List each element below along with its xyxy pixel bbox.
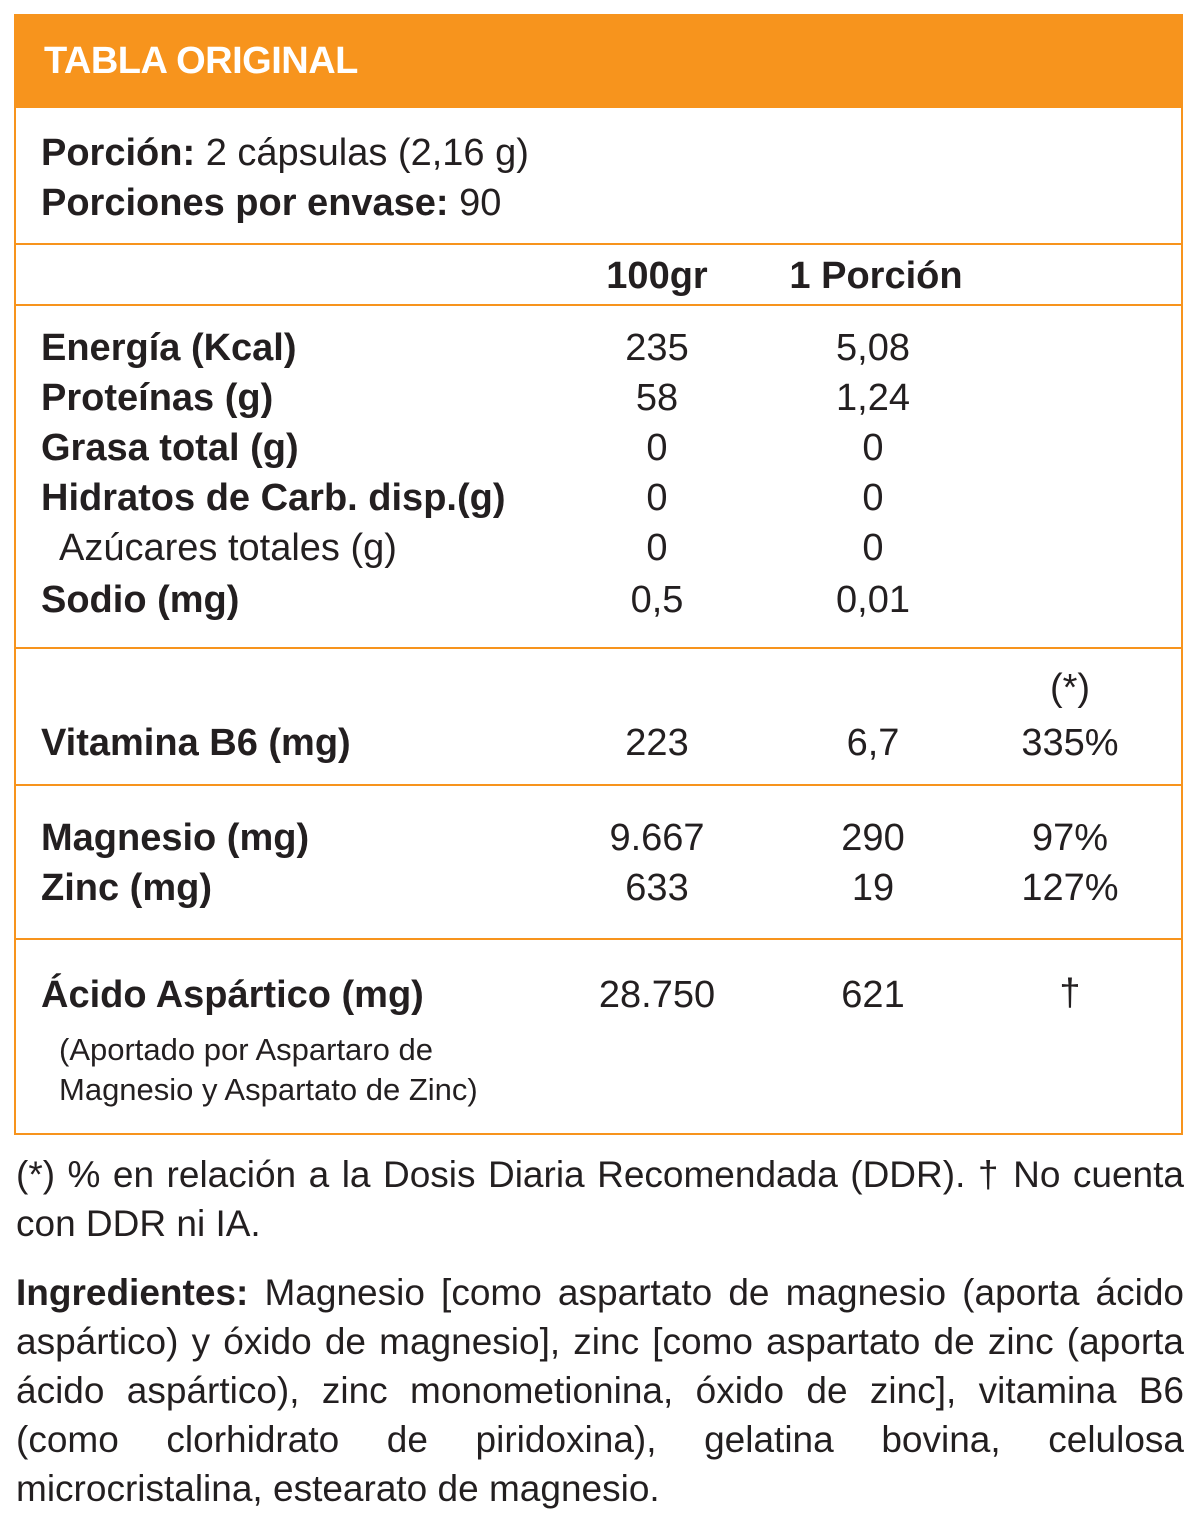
mineral-ddr: 97%	[1031, 817, 1109, 859]
table-title: TABLA ORIGINAL	[44, 40, 358, 82]
divider	[16, 784, 1181, 786]
divider	[16, 304, 1181, 306]
aspartic-ddr-dagger: †	[1059, 972, 1081, 1014]
nutrient-value-100gr: 58	[635, 377, 679, 419]
table-header-bar: TABLA ORIGINAL	[16, 16, 1181, 108]
divider	[16, 938, 1181, 940]
divider	[16, 243, 1181, 245]
nutrient-value-100gr: 0	[646, 477, 668, 519]
nutrient-value-100gr: 0	[646, 527, 668, 569]
aspartic-value-100gr: 28.750	[598, 974, 716, 1016]
ingredients: Ingredientes: Magnesio [como aspartato d…	[16, 1268, 1184, 1513]
vitamin-name: Vitamina B6 (mg)	[41, 722, 351, 764]
mineral-ddr: 127%	[1021, 867, 1119, 909]
vitamin-value-100gr: 223	[625, 722, 689, 764]
nutrient-name: Grasa total (g)	[41, 427, 299, 469]
aspartic-note-line2: Magnesio y Aspartato de Zinc)	[59, 1072, 478, 1107]
mineral-name: Zinc (mg)	[41, 867, 212, 909]
nutrient-name-sub: Azúcares totales (g)	[59, 527, 397, 569]
mineral-name: Magnesio (mg)	[41, 817, 310, 859]
servings-row: Porciones por envase: 90	[41, 181, 501, 225]
vitamin-value-portion: 6,7	[846, 722, 900, 764]
mineral-value-100gr: 633	[625, 867, 689, 909]
servings-label: Porciones por envase:	[41, 182, 449, 224]
nutrient-name: Hidratos de Carb. disp.(g)	[41, 477, 506, 519]
aspartic-value-portion: 621	[841, 974, 905, 1016]
footnote: (*) % en relación a la Dosis Diaria Reco…	[16, 1154, 1184, 1244]
aspartic-note-line1: (Aportado por Aspartaro de	[59, 1032, 433, 1067]
nutrient-value-portion: 0,01	[836, 579, 910, 621]
nutrition-table: TABLA ORIGINAL Porción: 2 cápsulas (2,16…	[14, 14, 1183, 1135]
nutrient-value-portion: 5,08	[836, 327, 910, 369]
nutrient-value-100gr: 0	[646, 427, 668, 469]
portion-label: Porción:	[41, 132, 196, 174]
portion-row: Porción: 2 cápsulas (2,16 g)	[41, 131, 529, 175]
nutrient-name: Sodio (mg)	[41, 579, 240, 621]
nutrient-name: Proteínas (g)	[41, 377, 274, 419]
ingredients-text: Magnesio [como aspartato de magnesio (ap…	[16, 1272, 1185, 1509]
nutrient-value-portion: 0	[862, 477, 884, 519]
nutrient-value-100gr: 0,5	[630, 579, 684, 621]
nutrient-value-portion: 0	[862, 427, 884, 469]
nutrient-value-portion: 1,24	[836, 377, 910, 419]
aspartic-name: Ácido Aspártico (mg)	[41, 974, 424, 1016]
vitamin-ddr: 335%	[1021, 722, 1119, 764]
nutrient-value-100gr: 235	[625, 327, 689, 369]
servings-value: 90	[459, 182, 502, 224]
column-header-portion: 1 Porción	[789, 255, 963, 297]
mineral-value-100gr: 9.667	[609, 817, 705, 859]
nutrient-value-portion: 0	[862, 527, 884, 569]
column-header-100gr: 100gr	[606, 255, 708, 297]
ddr-column-note: (*)	[1049, 667, 1091, 709]
mineral-value-portion: 19	[851, 867, 895, 909]
ingredients-label: Ingredientes:	[16, 1272, 249, 1313]
portion-value: 2 cápsulas (2,16 g)	[205, 132, 529, 174]
mineral-value-portion: 290	[841, 817, 905, 859]
divider	[16, 647, 1181, 649]
nutrient-name: Energía (Kcal)	[41, 327, 297, 369]
